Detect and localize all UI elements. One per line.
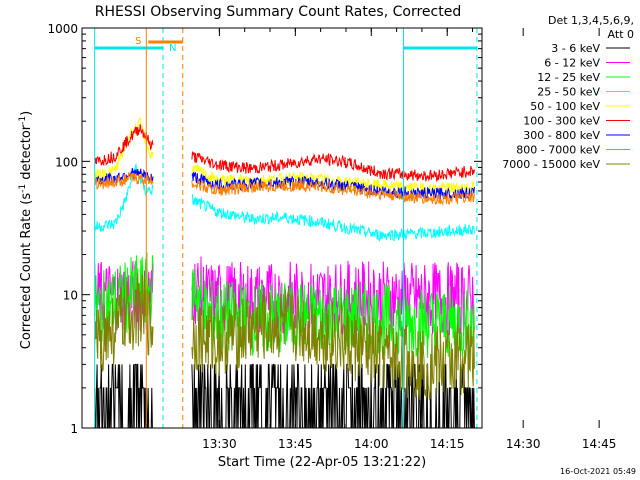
series-line-8-seg-0 [94,273,154,372]
series-line-5-seg-1 [191,151,475,183]
x-tick-label: 13:45 [278,437,313,451]
night-label: N [169,43,176,54]
plot-area [94,28,478,428]
legend-entry-label: 25 - 50 keV [537,86,600,99]
saa-label: S [135,36,141,47]
x-tick-label: 14:15 [430,437,465,451]
chart-title: RHESSI Observing Summary Count Rates, Co… [95,4,461,20]
generated-timestamp: 16-Oct-2021 05:49 [560,467,636,476]
legend-entry-label: 6 - 12 keV [544,57,600,70]
x-tick-label: 14:00 [354,437,389,451]
series-line-1-seg-1 [191,256,475,337]
legend-entry-label: 300 - 800 keV [523,129,600,142]
series-line-7-seg-1 [191,178,475,206]
series-line-5-seg-0 [94,124,154,167]
legend-title-line2: Att 0 [608,28,634,41]
series-line-3-seg-1 [191,194,475,242]
legend-entry-label: 800 - 7000 keV [516,144,600,157]
x-axis-label: Start Time (22-Apr-05 13:21:22) [218,455,426,470]
y-tick-label: 1 [70,422,78,436]
plot-frame [81,27,483,429]
series-line-7-seg-0 [94,172,154,191]
y-tick-label: 100 [55,155,78,169]
x-tick-label: 13:30 [202,437,237,451]
legend-entry-label: 3 - 6 keV [551,42,600,55]
series-line-0-seg-0 [94,363,153,428]
y-axis-label: Corrected Count Rate (s-1 detector-1) [18,111,34,349]
series-line-8-seg-1 [191,290,475,401]
x-tick-label: 14:45 [582,437,617,451]
legend-entry-label: 50 - 100 keV [530,100,600,113]
series-line-2-seg-1 [191,269,475,360]
legend: Det 1,3,4,5,6,9, Att 0 3 - 6 keV 6 - 12 k… [502,14,634,171]
x-tick-label: 14:30 [506,437,541,451]
legend-entry-label: 7000 - 15000 keV [502,158,600,171]
legend-entry-label: 12 - 25 keV [537,71,600,84]
legend-entry-label: 100 - 300 keV [523,115,600,128]
y-tick-label: 10 [63,289,78,303]
y-axis: 1 10 100 1000 [47,22,482,436]
series-line-6-seg-0 [94,167,154,187]
series-line-6-seg-1 [191,171,475,201]
legend-title-line1: Det 1,3,4,5,6,9, [548,14,634,27]
series-line-0-seg-1 [191,363,475,428]
y-tick-label: 1000 [47,22,78,36]
